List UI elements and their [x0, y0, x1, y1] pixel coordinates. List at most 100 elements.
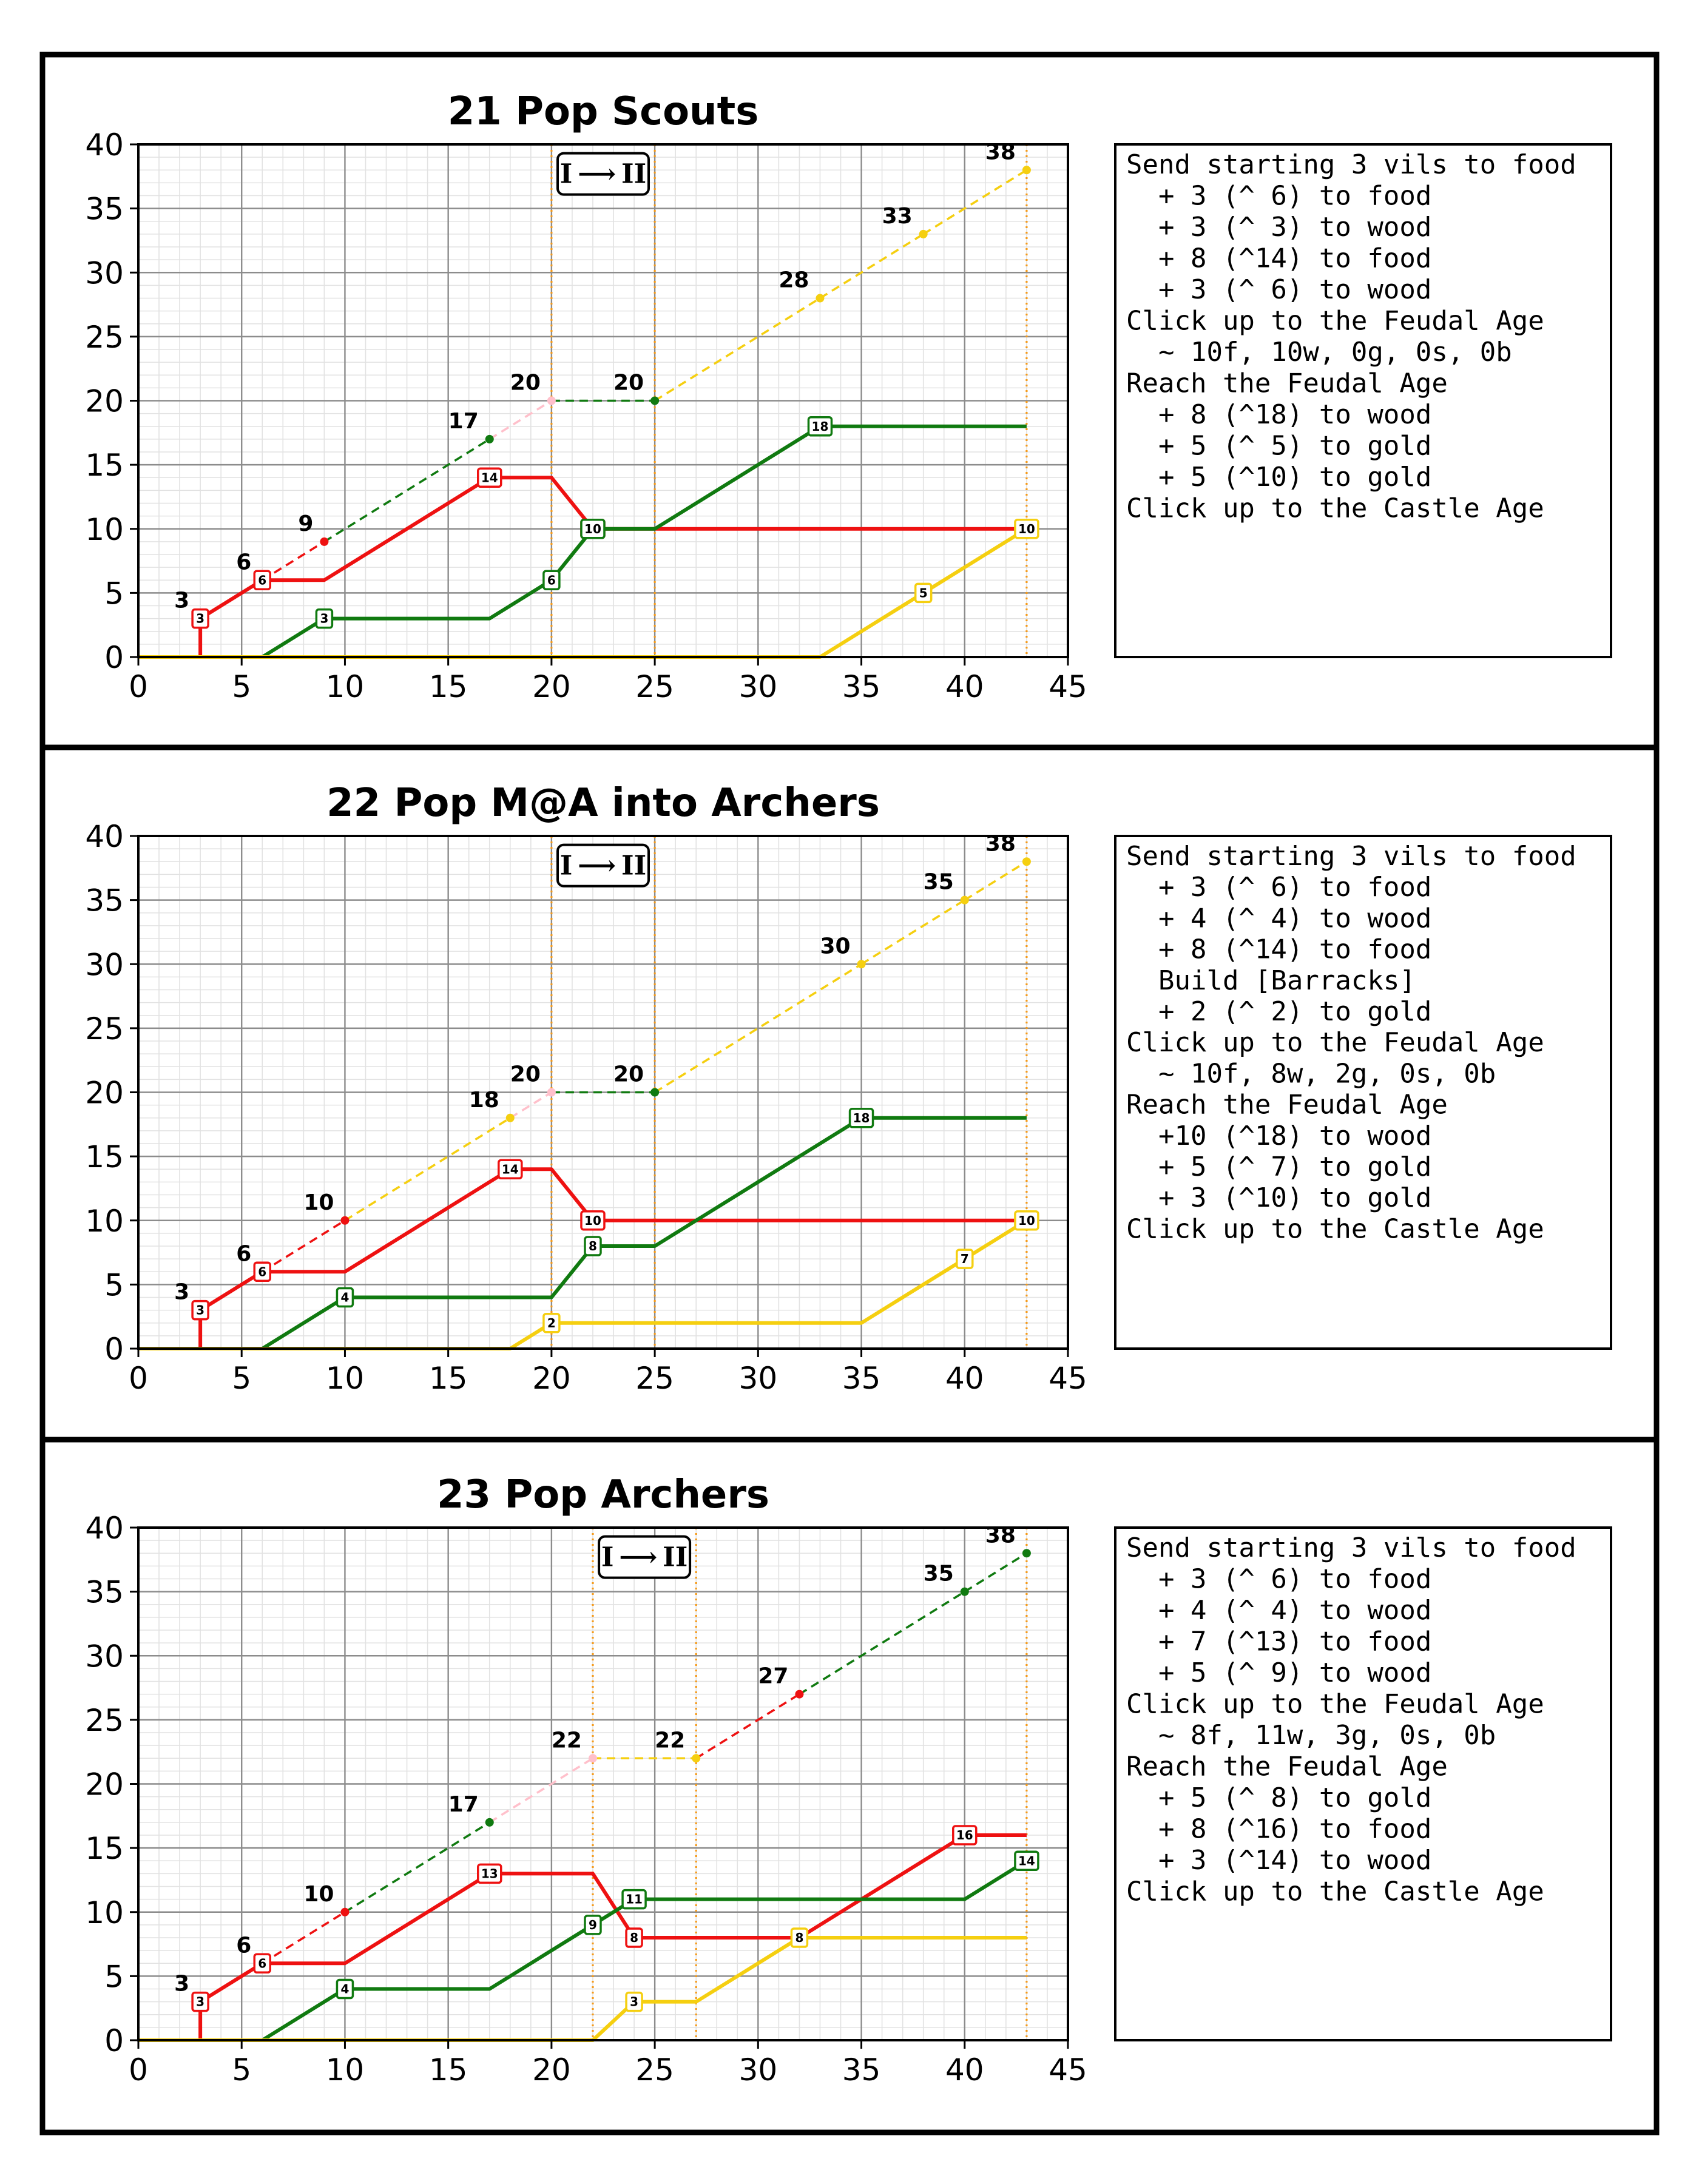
- population-segment: [488, 1757, 593, 1824]
- population-label: 3: [174, 588, 189, 613]
- food-series: 3 6 14 10: [138, 1159, 1027, 1350]
- population-segment: [799, 1591, 965, 1696]
- gold-count-label: 5: [919, 585, 928, 600]
- x-tick-label: 30: [739, 669, 778, 704]
- population-label: 27: [758, 1664, 788, 1689]
- major-grid: [138, 1528, 1068, 2040]
- y-tick-label: 25: [85, 1703, 124, 1738]
- y-tick-label: 15: [85, 1831, 124, 1866]
- x-tick-label: 0: [129, 669, 148, 704]
- food-count-box: [580, 1210, 606, 1231]
- x-tick-label: 25: [635, 669, 674, 704]
- x-tick-label: 5: [232, 2052, 251, 2088]
- y-tick-label: 5: [104, 1267, 124, 1303]
- gold-count-label: 10: [1018, 522, 1035, 536]
- y-tick-label: 25: [85, 320, 124, 355]
- population-point: [960, 1587, 969, 1596]
- population-segment: [860, 899, 965, 965]
- population-segment: [509, 1091, 552, 1119]
- food-count-label: 16: [956, 1828, 973, 1842]
- build-order-line: Click up to the Castle Age: [1126, 1213, 1544, 1244]
- population-label: 33: [882, 204, 913, 229]
- population-point: [588, 1754, 597, 1763]
- wood-count-label: 4: [340, 1290, 349, 1305]
- x-tick-label: 10: [326, 2052, 365, 2088]
- x-tick-label: 35: [842, 1361, 881, 1396]
- population-point: [320, 537, 329, 546]
- population-label: 6: [236, 1241, 251, 1266]
- build-order-line: + 5 (^ 9) to wood: [1126, 1657, 1431, 1688]
- y-tick-label: 5: [104, 576, 124, 611]
- population-label: 22: [552, 1728, 582, 1753]
- population-point: [919, 229, 928, 238]
- y-tick-label: 0: [104, 640, 124, 675]
- population-point: [857, 960, 866, 969]
- wood-count-label: 6: [547, 573, 556, 587]
- chart-panel-3: 23 Pop Archers I ⟶ II 3 6 10 17 22 22 27 35 3 8 3 6 13…: [85, 1472, 1612, 2088]
- build-order-line: + 2 (^ 2) to gold: [1126, 996, 1431, 1027]
- population-point: [816, 294, 825, 303]
- chart-title: 22 Pop M@A into Archers: [326, 781, 880, 826]
- build-order-line: Send starting 3 vils to food: [1126, 841, 1576, 872]
- build-order-line: + 4 (^ 4) to wood: [1126, 903, 1431, 934]
- wood-series: 3 6 10 18: [138, 416, 1027, 659]
- population-label: 35: [924, 1562, 954, 1586]
- build-order-line: Reach the Feudal Age: [1126, 368, 1448, 399]
- population-segment: [964, 860, 1027, 902]
- x-tick-label: 0: [129, 1361, 148, 1396]
- x-tick-label: 45: [1049, 669, 1087, 704]
- build-order-line: Click up to the Feudal Age: [1126, 306, 1544, 337]
- build-order-line: Send starting 3 vils to food: [1126, 149, 1576, 180]
- gold-count-box: [1014, 1210, 1039, 1231]
- build-order-line: + 8 (^18) to wood: [1126, 399, 1431, 430]
- population-segment: [262, 541, 325, 581]
- food-line: [138, 476, 1027, 659]
- food-count-box: [253, 1261, 272, 1282]
- y-tick-label: 30: [85, 947, 124, 982]
- age-marker-box: [598, 1535, 692, 1579]
- build-order-line: + 8 (^16) to food: [1126, 1814, 1431, 1845]
- y-tick-label: 10: [85, 512, 124, 547]
- wood-count-box: [848, 1108, 874, 1128]
- build-order-box: [1114, 835, 1612, 1350]
- build-order-line: + 5 (^ 8) to gold: [1126, 1782, 1431, 1813]
- food-count-label: 3: [196, 1303, 204, 1318]
- y-tick-label: 15: [85, 448, 124, 483]
- build-order-line: + 3 (^ 3) to wood: [1126, 212, 1431, 243]
- gold-count-box: [625, 1991, 643, 2012]
- build-order-box: [1114, 143, 1612, 658]
- population-point: [340, 1907, 350, 1916]
- x-tick-label: 30: [739, 2052, 778, 2088]
- build-order-line: + 7 (^13) to food: [1126, 1626, 1431, 1657]
- age-marker-label: I ⟶ II: [560, 159, 646, 190]
- population-point: [505, 1113, 515, 1122]
- gold-count-label: 3: [630, 1995, 638, 2009]
- x-tick-label: 45: [1049, 1361, 1087, 1396]
- y-tick-label: 5: [104, 1959, 124, 1994]
- population-label: 6: [236, 550, 251, 575]
- build-order-line: + 3 (^14) to wood: [1126, 1845, 1431, 1876]
- population-point: [650, 1088, 660, 1097]
- food-count-label: 13: [481, 1866, 498, 1881]
- y-tick-label: 30: [85, 1639, 124, 1674]
- wood-series: 4 8 18: [138, 1108, 1027, 1350]
- build-order-line: Reach the Feudal Age: [1126, 1751, 1448, 1782]
- population-label: 20: [613, 1062, 644, 1087]
- food-count-label: 6: [258, 1956, 266, 1970]
- population-segment: [488, 399, 552, 440]
- wood-count-box: [336, 1978, 354, 2000]
- y-tick-label: 20: [85, 1767, 124, 1802]
- y-tick-label: 35: [85, 883, 124, 918]
- y-tick-label: 40: [85, 819, 124, 854]
- build-order-line: Reach the Feudal Age: [1126, 1090, 1448, 1121]
- x-tick-label: 20: [532, 2052, 571, 2088]
- x-tick-label: 20: [532, 669, 571, 704]
- population-label: 10: [303, 1882, 334, 1907]
- wood-count-box: [584, 1915, 602, 1935]
- food-count-box: [191, 1991, 209, 2012]
- gold-count-label: 8: [795, 1930, 803, 1945]
- x-tick-label: 25: [635, 1361, 674, 1396]
